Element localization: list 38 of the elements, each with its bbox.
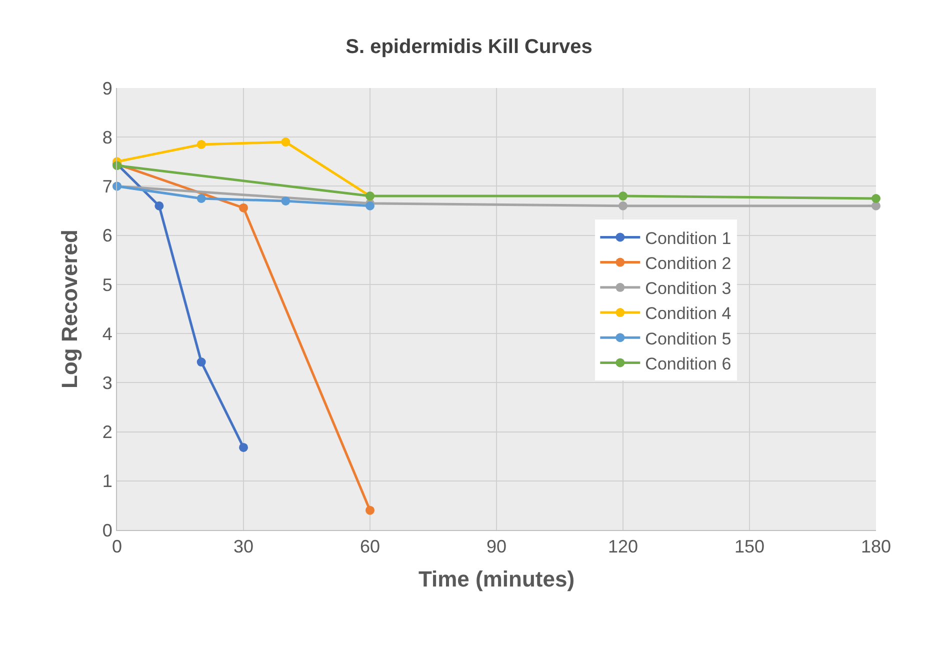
y-axis-title: Log Recovered [57,230,82,388]
point [366,506,374,515]
legend-label: Condition 3 [645,279,732,298]
point [154,201,164,210]
legend-label: Condition 1 [645,228,732,248]
x-tick-label: 60 [360,536,380,557]
legend-label: Condition 4 [645,304,732,324]
point [281,196,290,206]
point [239,203,248,212]
y-tick-label: 6 [102,226,112,246]
x-tick-label: 120 [608,536,638,557]
point [196,194,206,203]
y-tick-label: 5 [102,274,112,295]
point [196,140,206,149]
legend-label: Condition 5 [645,329,732,348]
legend-label: Condition 6 [645,354,732,374]
x-tick-label: 150 [734,536,765,557]
y-tick-label: 2 [102,422,112,442]
chart-title: S. epidermidis Kill Curves [346,36,592,58]
y-tick-label: 0 [102,520,112,540]
x-tick-label: 90 [486,536,507,557]
point [618,201,628,210]
legend-label: Condition 2 [645,254,732,273]
point [239,442,248,452]
x-tick-label: 180 [860,536,892,557]
y-tick-label: 4 [102,324,112,344]
y-tick-label: 3 [102,372,112,393]
y-tick-label: 7 [102,176,112,197]
point [196,358,206,367]
x-axis-title: Time (minutes) [418,566,575,592]
y-tick-label: 9 [102,78,112,98]
x-tick-label: 30 [233,536,254,557]
y-tick-label: 1 [102,471,112,492]
y-tick-label: 8 [102,127,112,148]
point [281,138,290,147]
point [872,194,880,203]
point [366,201,374,210]
point [618,192,628,201]
